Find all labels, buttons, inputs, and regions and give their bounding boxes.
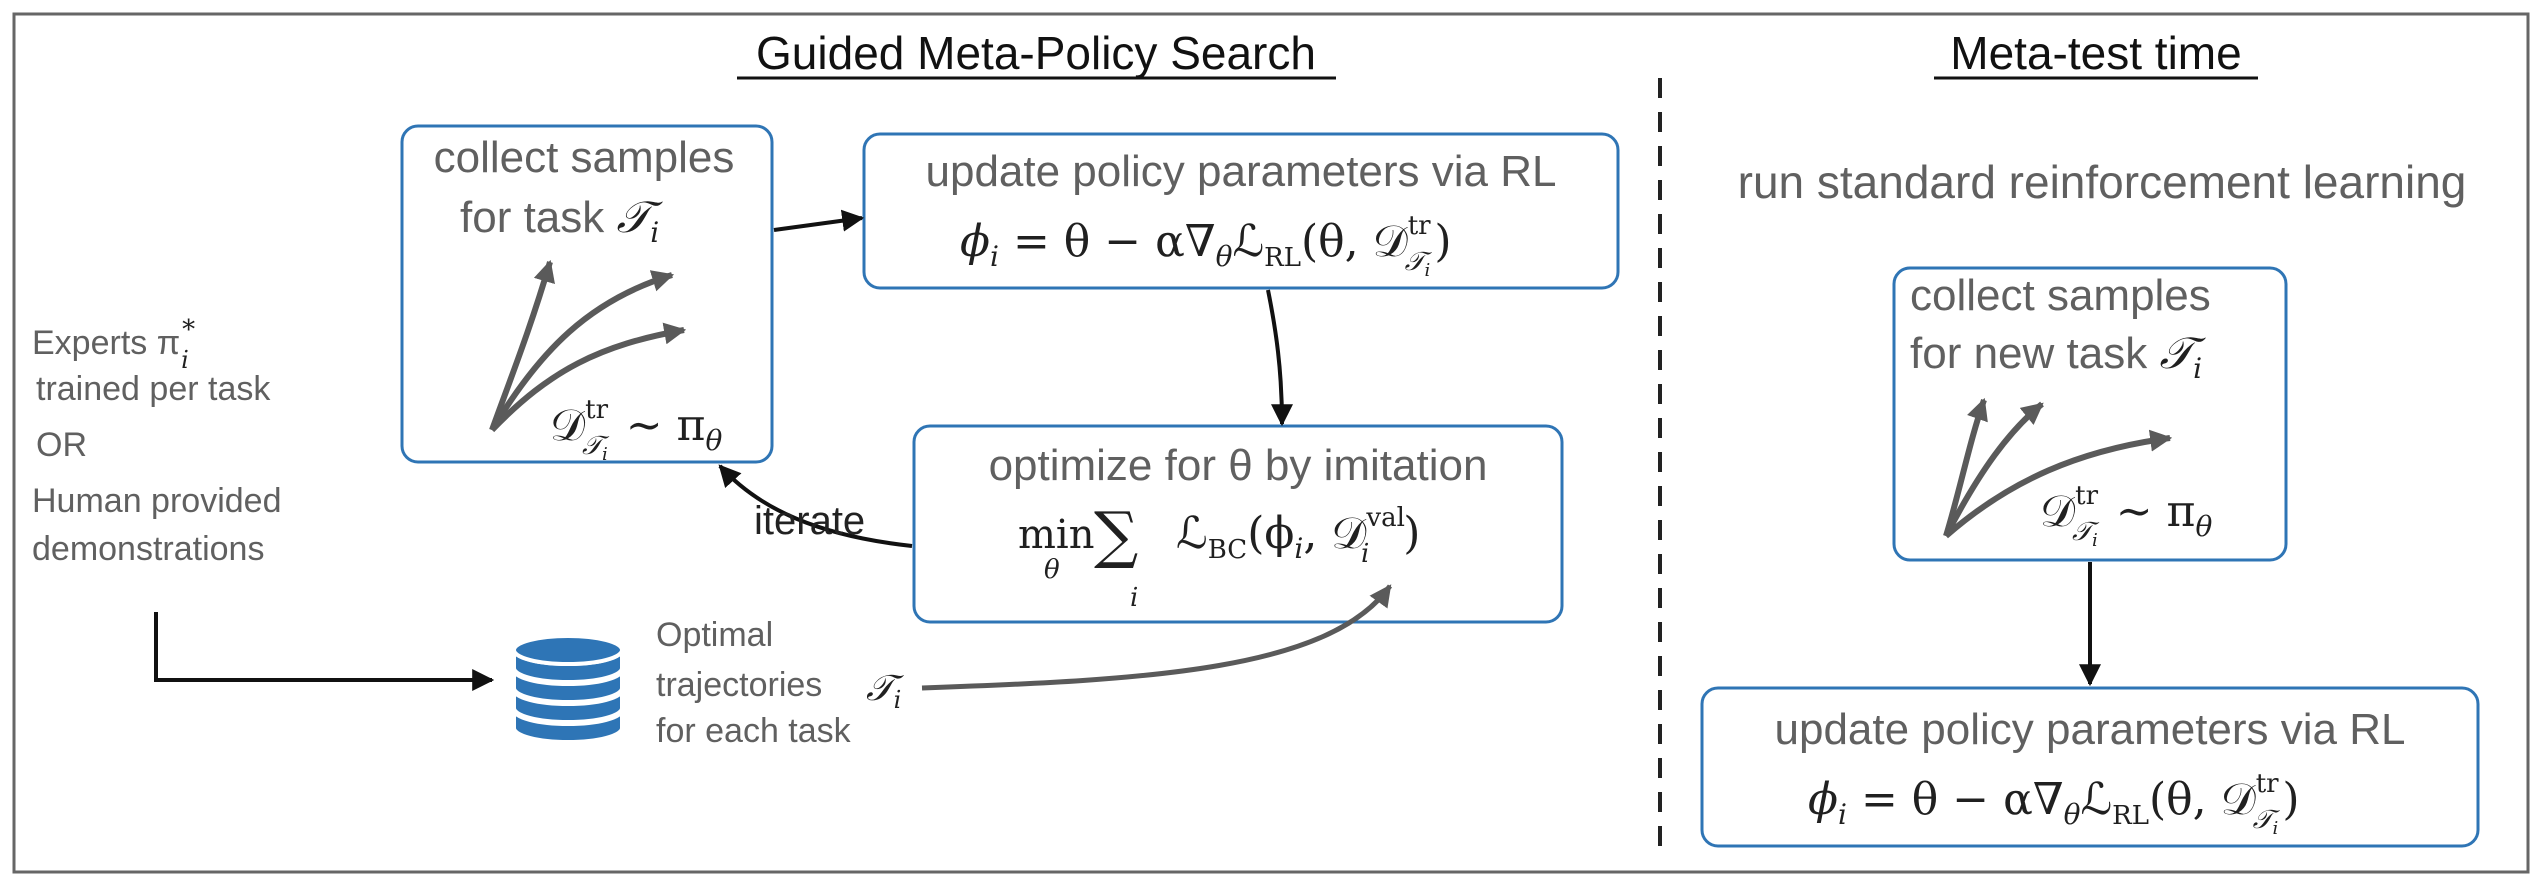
optimize-min: min (1018, 512, 1094, 558)
arrow-collect-to-update (773, 209, 865, 232)
update-line1: update policy parameters via RL (926, 147, 1557, 196)
database-icon (512, 634, 624, 744)
sample-trajectory-curves (489, 259, 687, 433)
left-panel-title: Guided Meta-Policy Search (756, 27, 1316, 79)
collect-dataset-formula: 𝒟tr 𝒯i∼ πθ (550, 395, 722, 465)
arrow-trajectories-to-optimize (921, 584, 1393, 691)
right-subtitle: run standard reinforcement learning (1738, 156, 2467, 208)
right-panel-title: Meta-test time (1950, 27, 2241, 79)
svg-text:update policy parameters via R: update policy parameters via RL (1775, 705, 2406, 754)
svg-text:trajectories: trajectories (656, 666, 822, 704)
iterate-label: iterate (754, 499, 865, 543)
svg-text:Human provided: Human provided (32, 482, 281, 520)
svg-text:Experts π*i: Experts π* i (32, 315, 195, 374)
svg-text:𝒯i: 𝒯i (866, 668, 904, 714)
collect-line2: for task 𝒯i (460, 192, 664, 249)
optimize-sum-sub: i (1130, 583, 1138, 613)
collect-samples-box: collect samples for task 𝒯i 𝒟tr 𝒯i∼ πθ (400, 124, 774, 465)
update-policy-box: update policy parameters via RL ϕi = θ −… (862, 132, 1620, 290)
svg-text:trained per task: trained per task (36, 370, 271, 408)
outer-frame (12, 12, 2530, 874)
collect-line1: collect samples (434, 133, 735, 182)
experts-text: Experts π* i trained per task OR Human pr… (32, 315, 281, 568)
arrow-update-to-optimize (1266, 289, 1293, 427)
meta-test-update-box: update policy parameters via RL ϕi = θ −… (1700, 686, 2480, 848)
optimize-sum: ∑ (1094, 498, 1138, 571)
arrow-iterate (718, 464, 913, 548)
meta-test-collect-box: collect samples for new task 𝒯i 𝒟tr 𝒯i∼ π… (1892, 266, 2288, 562)
svg-text:collect samples: collect samples (1910, 271, 2211, 320)
optimize-min-sub: θ (1044, 555, 1060, 585)
optimize-loss-formula: ℒBC(ϕi, 𝒟val i) (1176, 503, 1420, 569)
svg-text:OR: OR (36, 426, 87, 464)
optimize-line1: optimize for θ by imitation (989, 441, 1488, 490)
optimize-imitation-box: optimize for θ by imitation min θ ∑ i ℒB… (912, 424, 1564, 624)
svg-text:for new task 𝒯i: for new task 𝒯i (1910, 328, 2206, 385)
svg-text:demonstrations: demonstrations (32, 530, 264, 568)
svg-text:for each task: for each task (656, 712, 852, 750)
arrow-experts-to-database (154, 612, 495, 691)
meta-test-trajectory-curves (1943, 397, 2173, 539)
update-equation: ϕi = θ − α∇θℒRL(θ, 𝒟tr 𝒯i) (960, 211, 1451, 281)
svg-text:Optimal: Optimal (656, 616, 773, 654)
optimal-trajectories-text: Optimal trajectories for each task 𝒯i (656, 616, 904, 750)
